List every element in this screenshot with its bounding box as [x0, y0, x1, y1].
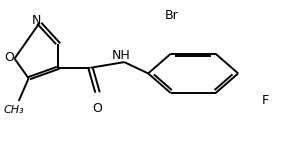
Text: N: N — [32, 14, 41, 26]
Text: O: O — [93, 102, 102, 114]
Text: NH: NH — [112, 49, 130, 61]
Text: CH₃: CH₃ — [4, 105, 24, 115]
Text: F: F — [261, 94, 269, 107]
Text: O: O — [5, 51, 14, 64]
Text: Br: Br — [165, 9, 178, 22]
